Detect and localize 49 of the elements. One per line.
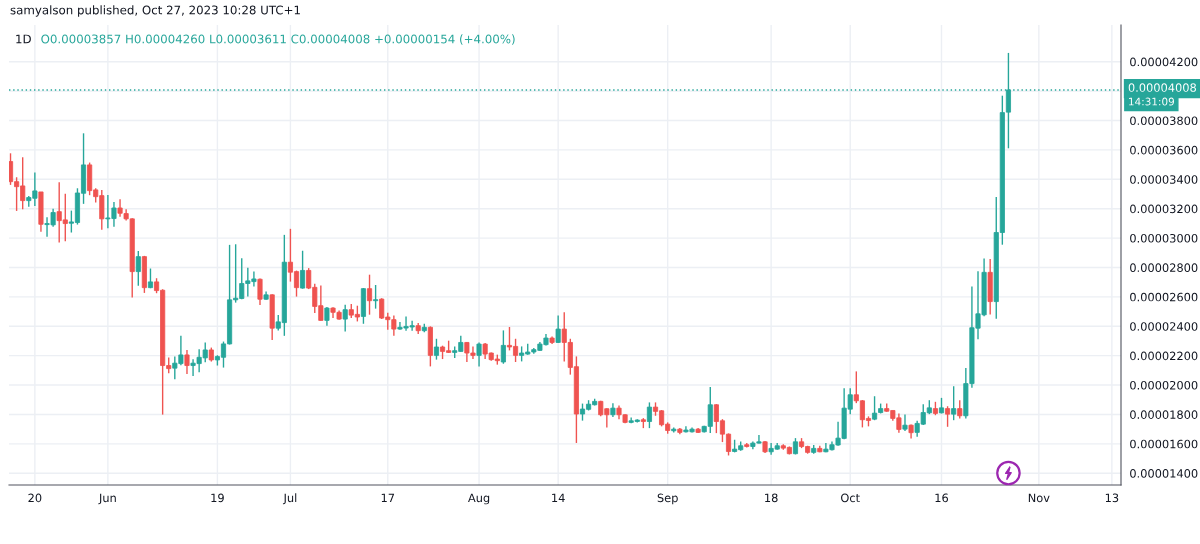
candlestick <box>945 405 951 428</box>
y-tick-label: 0.00004200 <box>1130 57 1198 67</box>
x-tick-label: 18 <box>765 493 778 503</box>
x-tick-label: Jul <box>282 493 297 505</box>
candlestick <box>555 314 561 344</box>
y-tick-label: 0.00003600 <box>1130 145 1198 155</box>
y-tick-label: 0.00002400 <box>1130 322 1198 331</box>
text: samyalson published, Oct 27, 2023 10:28 UTC+1 <box>10 5 300 17</box>
candlestick <box>951 385 957 421</box>
candlestick <box>366 273 373 316</box>
candlestick <box>324 306 330 327</box>
x-tick-label: 20 <box>28 493 42 503</box>
candlestick <box>646 401 652 429</box>
x-tick-label: 16 <box>935 493 949 503</box>
candlestick <box>135 250 141 287</box>
candlestick <box>184 349 190 375</box>
y-tick-label: 0.00003000 <box>1130 233 1198 243</box>
candlestick <box>342 303 348 333</box>
y-tick-label: 0.00002600 <box>1130 292 1198 302</box>
y-tick-label: 0.00002000 <box>1130 380 1198 390</box>
y-tick-label: 0.00003200 <box>1130 204 1198 214</box>
y-tick-label: 0.00001800 <box>1130 410 1198 419</box>
text: 1D <box>16 34 31 44</box>
x-tick-label: 19 <box>211 493 224 503</box>
candlestick <box>902 413 908 432</box>
candlestick <box>476 341 482 368</box>
x-tick-label: Nov <box>1028 493 1050 503</box>
y-tick-label: 0.00001400 <box>1130 469 1198 478</box>
x-tick-label: Oct <box>841 493 860 503</box>
y-tick-label: 0.00002800 <box>1130 263 1198 272</box>
x-tick-label: 14 <box>552 493 565 502</box>
candlestick <box>373 284 379 310</box>
ref-line-label: 0.00004008 <box>1128 83 1196 92</box>
text: O0.00003857 H0.00004260 L0.00003611 C0.00004008 +0.00000154 (+4.00%) <box>41 34 515 45</box>
text: 14:31:09 <box>1129 97 1174 106</box>
y-tick-label: 0.00001600 <box>1130 439 1198 449</box>
candlestick <box>257 277 263 306</box>
candlestick <box>957 399 963 420</box>
x-tick-label: Jun <box>98 493 116 505</box>
y-tick-label: 0.00003400 <box>1130 175 1198 184</box>
y-tick-label: 0.00003800 <box>1130 116 1198 126</box>
x-tick-label: Sep <box>657 493 678 505</box>
x-tick-label: 13 <box>1105 493 1119 503</box>
candlestick <box>300 250 306 290</box>
x-tick-label: Aug <box>468 493 490 505</box>
candlestick <box>500 329 506 365</box>
y-tick-label: 0.00002200 <box>1130 351 1198 361</box>
candlestick <box>433 338 440 361</box>
x-tick-label: 17 <box>381 493 395 502</box>
